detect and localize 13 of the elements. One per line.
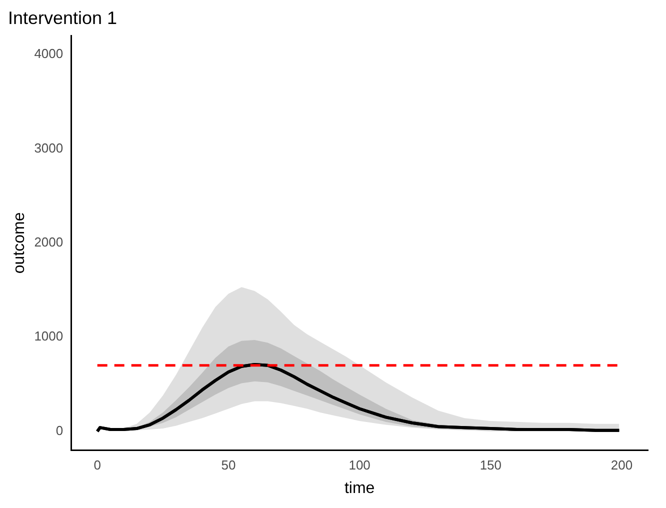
y-tick-label: 2000 [34,234,64,250]
chart-title: Intervention 1 [8,8,118,28]
y-tick-label: 4000 [34,46,64,62]
y-axis-title: outcome [11,212,28,274]
y-tick-label: 3000 [34,140,64,156]
x-tick-label: 200 [610,458,633,473]
x-tick-label: 50 [221,458,236,473]
x-axis-title: time [344,480,375,497]
x-tick-label: 0 [94,458,101,473]
y-tick-label: 1000 [34,328,64,344]
x-tick-label: 150 [480,458,502,473]
x-tick-label: 100 [348,458,370,473]
y-tick-label: 0 [56,422,64,438]
